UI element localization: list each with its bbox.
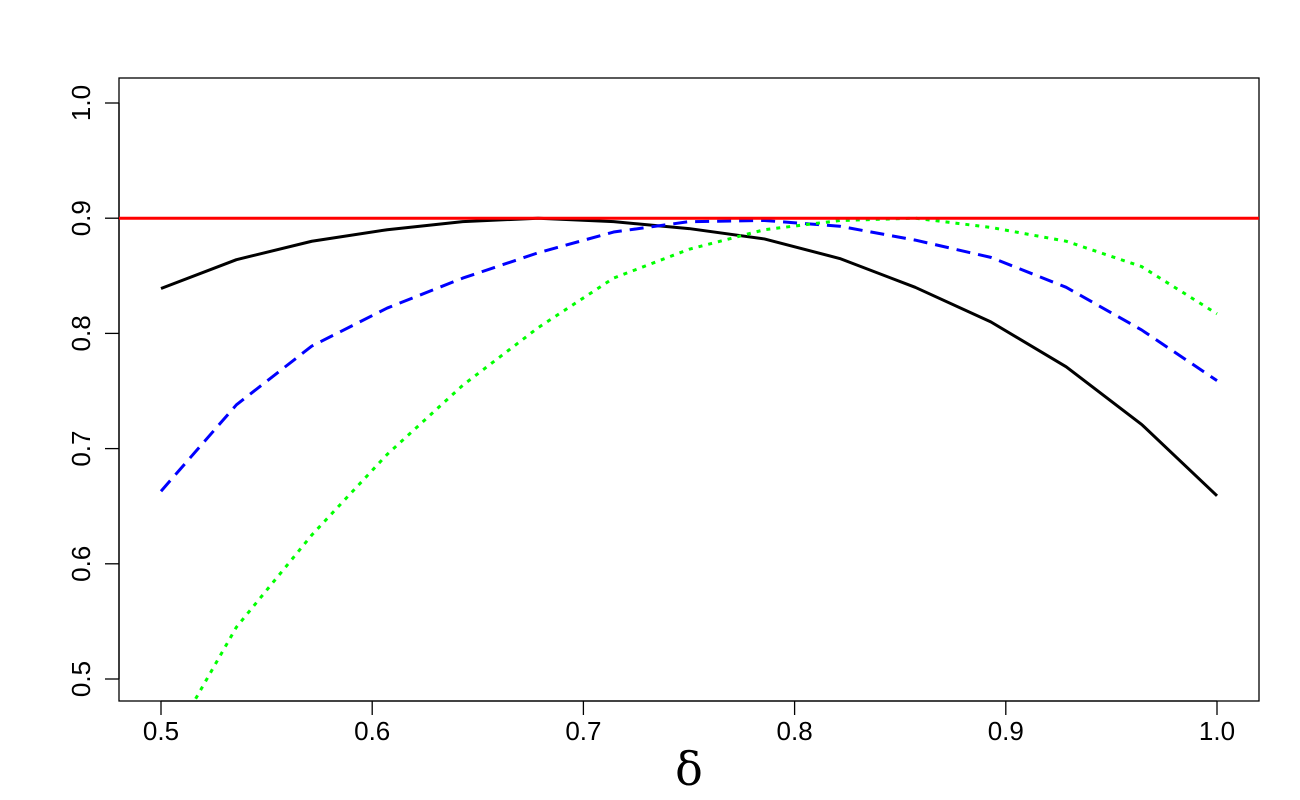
y-tick-label: 0.5 [66,661,96,697]
x-tick-label: 0.9 [988,716,1024,746]
x-axis-title: δ [675,742,703,796]
x-tick-label: 0.5 [143,716,179,746]
y-tick-label: 0.6 [66,546,96,582]
x-axis: 0.5 0.6 0.7 0.8 0.9 1.0 [143,700,1235,746]
series-line-3 [192,216,1218,701]
y-tick-label: 1.0 [66,85,96,121]
x-tick-label: 1.0 [1199,716,1235,746]
series-line-2 [159,219,1218,493]
series-layer [119,216,1259,701]
series-line-1 [160,216,1219,497]
y-axis: 0.5 0.6 0.7 0.8 0.9 1.0 [66,85,120,697]
y-tick-label: 0.9 [66,200,96,236]
x-tick-label: 0.8 [777,716,813,746]
x-tick-label: 0.7 [565,716,601,746]
x-tick-label: 0.6 [354,716,390,746]
y-tick-label: 0.7 [66,431,96,467]
y-tick-label: 0.8 [66,315,96,351]
plot-frame [118,77,1260,702]
